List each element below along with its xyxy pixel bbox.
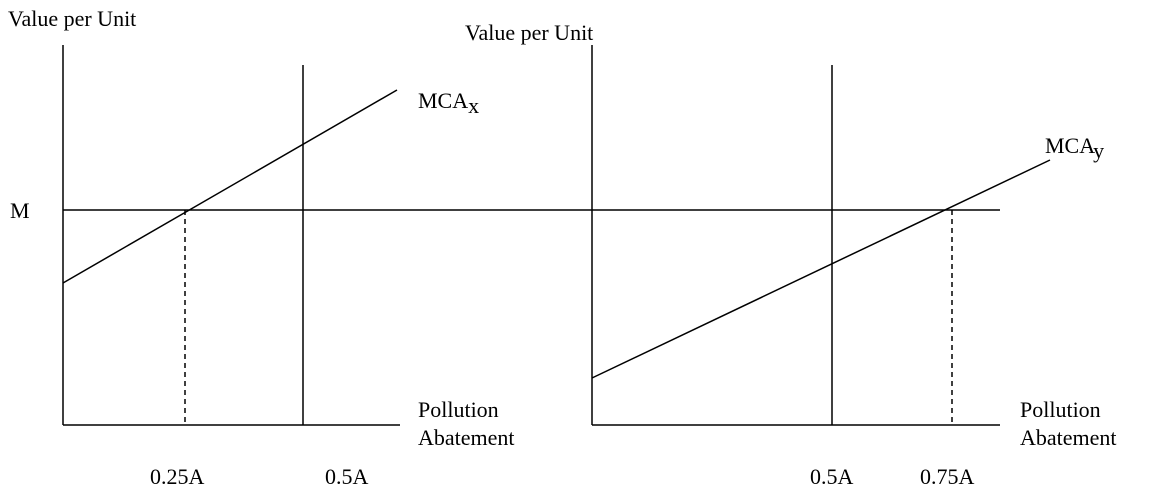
curve-sub: y: [1093, 138, 1104, 163]
level-label: M: [10, 198, 30, 223]
tick-label: 0.5A: [325, 464, 369, 489]
tick-label: 0.25A: [150, 464, 205, 489]
y-label: Value per Unit: [8, 6, 136, 31]
curve-text: MCA: [1045, 133, 1095, 158]
mca-x-line: [62, 89, 398, 284]
y-label: Value per Unit: [465, 20, 593, 45]
curve-label: MCAy: [1045, 133, 1104, 163]
curve-text: MCA: [418, 88, 468, 113]
x-label: Pollution: [1020, 397, 1101, 422]
mca-y-line: [591, 159, 1051, 379]
x-label: Pollution: [418, 397, 499, 422]
x-label: Abatement: [1020, 425, 1117, 450]
tick-label: 0.75A: [920, 464, 975, 489]
curve-sub: x: [468, 93, 479, 118]
x-label: Abatement: [418, 425, 515, 450]
curve-label: MCAx: [418, 88, 479, 118]
tick-label: 0.5A: [810, 464, 854, 489]
